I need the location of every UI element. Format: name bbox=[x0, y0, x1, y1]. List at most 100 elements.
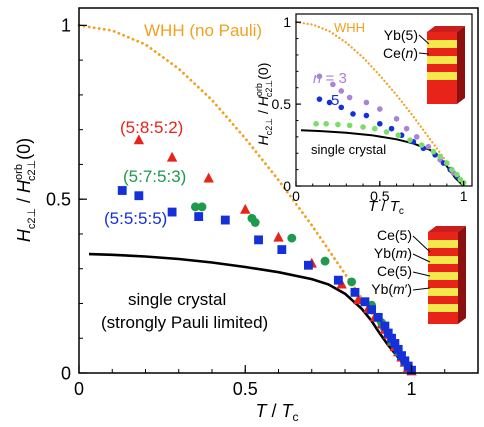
inset-n3-point bbox=[413, 134, 420, 140]
main-whh-label: WHH (no Pauli) bbox=[144, 21, 262, 40]
inset-n7-point bbox=[335, 121, 341, 128]
main-s555-point bbox=[350, 287, 360, 297]
main-s555-point bbox=[277, 245, 287, 255]
main-s555-point bbox=[167, 207, 177, 217]
main-s573-point bbox=[347, 277, 357, 287]
inset-n7-point bbox=[371, 125, 378, 132]
inset-n7-point bbox=[418, 142, 425, 148]
schematic-label-ce5-b: Ce(5) bbox=[377, 263, 412, 279]
main-x-tick-label: 0.5 bbox=[233, 379, 258, 399]
main-s555-point bbox=[400, 356, 410, 366]
inset-n7-point bbox=[323, 120, 329, 127]
inset-n5-point bbox=[388, 125, 395, 132]
main-s555-point bbox=[194, 212, 204, 221]
inset-n3-point bbox=[403, 125, 410, 132]
inset-whh-label: WHH bbox=[334, 20, 365, 35]
main-pauli-label: (strongly Pauli limited) bbox=[101, 313, 268, 332]
main-s555-point bbox=[397, 351, 406, 361]
main-s573-point bbox=[287, 233, 297, 243]
inset-n5-point bbox=[338, 104, 345, 111]
main-s555-point bbox=[360, 297, 370, 307]
main-s555-point bbox=[367, 305, 377, 315]
inset-plot-frame bbox=[295, 13, 473, 187]
main-s555-point bbox=[304, 260, 313, 270]
inset-n5-point bbox=[350, 111, 356, 117]
inset-y-tick-label: 0 bbox=[283, 178, 291, 194]
inset-n7-point bbox=[383, 129, 390, 135]
main-label-573: (5:7:5:3) bbox=[123, 167, 186, 186]
main-s555-point bbox=[393, 344, 403, 354]
inset-y-tick-label: 0.5 bbox=[272, 96, 292, 112]
main-single-crystal-label: single crystal bbox=[128, 290, 226, 309]
inset-n3-point bbox=[393, 116, 400, 122]
inset-n3-point bbox=[377, 106, 383, 112]
inset-n3-point bbox=[363, 99, 370, 106]
inset-n3-point bbox=[346, 94, 353, 101]
main-y-axis-label: Hc2⊥ / Horbc2⊥(0) bbox=[13, 138, 38, 242]
schematic-label-ce5-a: Ce(5) bbox=[377, 227, 412, 243]
inset-n3-point bbox=[425, 143, 432, 150]
inset-n3-label: n = 3 bbox=[313, 70, 347, 87]
inset-n7-point bbox=[346, 122, 353, 129]
inset-whh-curve bbox=[294, 21, 465, 188]
main-s555-point bbox=[254, 235, 263, 245]
main-s582-point bbox=[133, 134, 145, 145]
inset-x-tick-label: 0 bbox=[292, 188, 300, 204]
main-s573-point bbox=[190, 202, 200, 212]
main-x-tick-label: 0 bbox=[74, 379, 84, 399]
main-s555-point bbox=[387, 333, 396, 343]
inset-y-axis-label: Hc2⊥ / Horbc2⊥(0) bbox=[254, 63, 274, 146]
main-label-555: (5:5:5:5) bbox=[104, 209, 167, 228]
inset-n5-point bbox=[377, 120, 383, 127]
main-s555-point bbox=[390, 339, 400, 348]
inset-ticks: 0 0.5 1 0 0.5 1 bbox=[272, 14, 468, 204]
main-s582-point bbox=[273, 231, 284, 242]
inset-n5-label: 5 bbox=[331, 92, 339, 109]
inset-n7-point bbox=[407, 137, 413, 143]
main-s555-point bbox=[333, 275, 343, 285]
main-s573-point bbox=[197, 202, 207, 212]
main-s555-point bbox=[380, 321, 390, 331]
inset-x-axis-label: T / Tc bbox=[368, 198, 404, 217]
inset-single-crystal-label: single crystal bbox=[311, 142, 386, 157]
main-s582-point bbox=[240, 203, 251, 214]
inset-n3-point bbox=[316, 73, 323, 80]
inset-n7-point bbox=[430, 148, 437, 155]
main-y-tick-label: 1 bbox=[61, 16, 71, 36]
main-s582-point bbox=[166, 151, 178, 162]
main-label-582: (5:8:5:2) bbox=[120, 118, 183, 137]
main-s582-point bbox=[203, 172, 214, 183]
inset-n7-point bbox=[444, 160, 450, 166]
inset-plot: 0 0.5 1 0 0.5 1 WHH n = 3 5 single crystal Yb… bbox=[254, 13, 473, 217]
main-x-tick-label: 1 bbox=[406, 379, 416, 399]
inset-n7-point bbox=[454, 171, 460, 178]
inset-x-tick-label: 0.5 bbox=[370, 188, 390, 204]
inset-n7-point bbox=[437, 153, 443, 160]
inset-y-tick-label: 1 bbox=[283, 14, 291, 30]
inset-x-tick-label: 1 bbox=[460, 188, 468, 204]
inset-n5-point bbox=[316, 96, 323, 102]
main-s555-point bbox=[373, 312, 383, 322]
main-s573-point bbox=[250, 218, 260, 227]
schematic-label-ybm-prime: Yb(m′) bbox=[371, 281, 412, 297]
main-s555-point bbox=[134, 191, 144, 201]
inset-n7-point bbox=[313, 120, 319, 127]
inset-n7-point bbox=[360, 124, 366, 130]
inset-n5-point bbox=[363, 112, 370, 119]
main-layer-stack-schematic bbox=[412, 226, 466, 324]
main-s555-point bbox=[117, 186, 127, 195]
inset-marks bbox=[294, 21, 467, 188]
main-y-tick-label: 0.5 bbox=[46, 189, 71, 209]
inset-cen-label: Ce(n) bbox=[383, 45, 418, 61]
main-s555-point bbox=[220, 215, 230, 225]
inset-yb5-label: Yb(5) bbox=[384, 27, 418, 43]
inset-n3-point bbox=[330, 81, 336, 88]
main-s573-point bbox=[320, 256, 330, 266]
inset-n3-point bbox=[338, 88, 345, 94]
main-ticks: 0 0.5 1 0 0.5 1 bbox=[46, 16, 446, 399]
main-x-axis-label: T / Tc bbox=[255, 401, 298, 424]
schematic-label-ybm: Yb(m) bbox=[374, 245, 412, 261]
inset-n7-point bbox=[395, 132, 402, 139]
main-s555-point bbox=[383, 328, 393, 338]
